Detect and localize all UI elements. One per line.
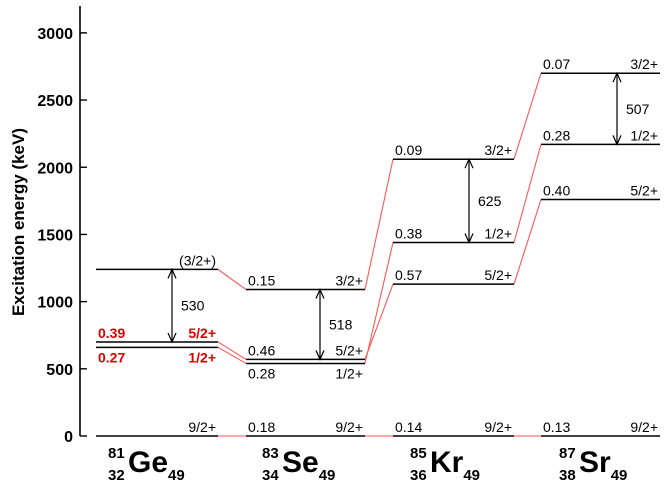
neutron-number: 49: [611, 467, 628, 484]
energy-difference-label: 625: [478, 193, 502, 209]
spin-parity-label: 9/2+: [335, 419, 363, 435]
atomic-number: 34: [262, 467, 279, 484]
spectroscopic-factor-label: 0.14: [395, 419, 422, 435]
spin-parity-label: 5/2+: [484, 267, 512, 283]
connector-line: [217, 341, 247, 360]
arrow-head-down: [167, 332, 177, 344]
arrow-head-up: [167, 267, 177, 279]
arrow-head-up: [612, 71, 622, 83]
spectroscopic-factor-label: 0.38: [395, 226, 422, 242]
spin-parity-label: 9/2+: [484, 419, 512, 435]
spectroscopic-factor-label: 0.07: [543, 56, 570, 72]
mass-number: 85: [410, 445, 427, 462]
connector-line: [364, 242, 394, 364]
connector-lines: [217, 73, 542, 437]
atomic-number: 32: [108, 467, 125, 484]
nucleus-label: 81 32 Ge49: [108, 445, 185, 484]
spin-parity-label: 3/2+: [484, 142, 512, 158]
nucleus-label: 85 36 Kr49: [410, 445, 480, 484]
atomic-number: 38: [559, 467, 576, 484]
energy-levels: 9/2+ 0.27 1/2+ 0.39 5/2+ (3/2+) 0.18 9/2+ 0.28 1/…: [96, 56, 660, 437]
spin-parity-label: 1/2+: [630, 127, 658, 143]
spin-parity-label: 1/2+: [188, 349, 216, 365]
spectroscopic-factor-label: 0.15: [248, 273, 275, 289]
connector-line: [364, 159, 394, 290]
spin-parity-label: 9/2+: [630, 419, 658, 435]
spectroscopic-factor-label: 0.09: [395, 142, 422, 158]
spin-parity-label: (3/2+): [179, 252, 216, 268]
spectroscopic-factor-label: 0.28: [248, 365, 275, 381]
spectroscopic-factor-label: 0.18: [248, 419, 275, 435]
arrow-head-up: [464, 157, 474, 169]
spin-parity-label: 1/2+: [484, 226, 512, 242]
element-symbol: Sr: [579, 446, 611, 479]
spectroscopic-factor-label: 0.40: [543, 183, 570, 199]
y-tick-label: 500: [46, 362, 73, 379]
y-tick-label: 2000: [37, 160, 73, 177]
energy-difference-label: 530: [181, 298, 205, 314]
connector-line: [217, 268, 247, 290]
y-tick-label: 1500: [37, 227, 73, 244]
spectroscopic-factor-label: 0.39: [98, 325, 125, 341]
connector-line: [513, 73, 542, 160]
y-ticks: 0 500 1000 1500 2000 2500 3000: [37, 26, 87, 446]
arrow-head-up: [315, 288, 325, 299]
spectroscopic-factor-label: 0.46: [248, 342, 275, 358]
mass-number: 81: [108, 445, 125, 462]
neutron-number: 49: [319, 467, 336, 484]
spectroscopic-factor-label: 0.27: [98, 349, 125, 365]
spin-parity-label: 1/2+: [335, 365, 363, 381]
neutron-number: 49: [168, 467, 185, 484]
mass-number: 87: [559, 445, 576, 462]
arrow-head-down: [612, 135, 622, 146]
spin-parity-label: 3/2+: [335, 273, 363, 289]
y-tick-label: 2500: [37, 93, 73, 110]
spectroscopic-factor-label: 0.13: [543, 419, 570, 435]
spectroscopic-factor-label: 0.57: [395, 267, 422, 283]
y-axis-label: Excitation energy (keV): [9, 128, 28, 316]
element-symbol: Se: [282, 446, 319, 479]
spin-parity-label: 5/2+: [188, 325, 216, 341]
energy-difference-label: 518: [329, 316, 353, 332]
y-tick-label: 0: [64, 429, 73, 446]
connector-line: [513, 144, 542, 243]
spin-parity-label: 3/2+: [630, 56, 658, 72]
connector-line: [217, 346, 247, 364]
energy-difference-label: 507: [626, 101, 650, 117]
connector-line: [513, 199, 542, 285]
connector-line: [364, 283, 394, 360]
arrow-head-down: [315, 350, 325, 361]
nucleus-label: 83 34 Se49: [262, 445, 335, 484]
mass-number: 83: [262, 445, 279, 462]
spin-parity-label: 5/2+: [630, 183, 658, 199]
y-tick-label: 3000: [37, 26, 73, 43]
nucleus-label: 87 38 Sr49: [559, 445, 627, 484]
neutron-number: 49: [463, 467, 480, 484]
transition-arrows: 530 518 625 507: [167, 71, 650, 361]
arrow-head-down: [464, 233, 474, 244]
spin-parity-label: 9/2+: [188, 419, 216, 435]
spin-parity-label: 5/2+: [335, 342, 363, 358]
atomic-number: 36: [410, 467, 427, 484]
element-symbol: Kr: [430, 446, 464, 479]
element-symbol: Ge: [128, 446, 168, 479]
y-tick-label: 1000: [37, 295, 73, 312]
spectroscopic-factor-label: 0.28: [543, 127, 570, 143]
